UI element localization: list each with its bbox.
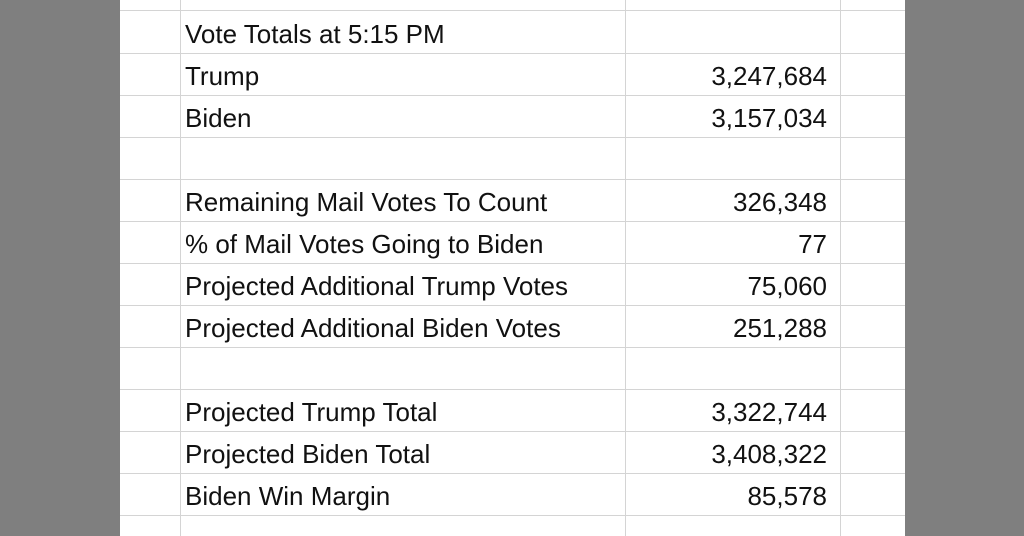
cell-value[interactable]: 326,348	[733, 187, 827, 217]
cell-value[interactable]: 3,322,744	[711, 397, 827, 427]
cell-value[interactable]: 75,060	[747, 271, 827, 301]
cell-label[interactable]: Projected Additional Trump Votes	[185, 271, 569, 301]
cell-label[interactable]: Biden	[185, 103, 252, 133]
column-gridline	[625, 0, 626, 536]
row-remaining-mail-votes[interactable]: Remaining Mail Votes To Count 326,348	[120, 180, 905, 222]
row-empty[interactable]	[120, 348, 905, 390]
row-vote-totals-header[interactable]: Vote Totals at 5:15 PM	[120, 12, 905, 54]
row-biden[interactable]: Biden 3,157,034	[120, 96, 905, 138]
cell-label[interactable]: Projected Trump Total	[185, 397, 438, 427]
cell-value[interactable]: 3,408,322	[711, 439, 827, 469]
row-trump[interactable]: Trump 3,247,684	[120, 54, 905, 96]
row-percent-mail-biden[interactable]: % of Mail Votes Going to Biden 77	[120, 222, 905, 264]
row-biden-win-margin[interactable]: Biden Win Margin 85,578	[120, 474, 905, 516]
cell-value[interactable]: 3,247,684	[711, 61, 827, 91]
cell-label[interactable]: Projected Biden Total	[185, 439, 431, 469]
row-projected-biden-total[interactable]: Projected Biden Total 3,408,322	[120, 432, 905, 474]
cell-value[interactable]: 251,288	[733, 313, 827, 343]
row-projected-additional-biden[interactable]: Projected Additional Biden Votes 251,288	[120, 306, 905, 348]
column-gridline	[180, 0, 181, 536]
column-gridline	[840, 0, 841, 536]
cell-label[interactable]: Vote Totals at 5:15 PM	[185, 19, 445, 49]
row-empty-partial[interactable]	[120, 516, 905, 536]
cell-label[interactable]: Remaining Mail Votes To Count	[185, 187, 548, 217]
cell-label[interactable]: Trump	[185, 61, 260, 91]
row-top-partial	[120, 0, 905, 11]
row-projected-trump-total[interactable]: Projected Trump Total 3,322,744	[120, 390, 905, 432]
cell-value[interactable]: 85,578	[747, 481, 827, 511]
cell-value[interactable]: 3,157,034	[711, 103, 827, 133]
row-projected-additional-trump[interactable]: Projected Additional Trump Votes 75,060	[120, 264, 905, 306]
spreadsheet: Vote Totals at 5:15 PM Trump 3,247,684 B…	[120, 0, 905, 536]
cell-value[interactable]: 77	[798, 229, 827, 259]
row-empty[interactable]	[120, 138, 905, 180]
cell-label[interactable]: % of Mail Votes Going to Biden	[185, 229, 544, 259]
cell-label[interactable]: Projected Additional Biden Votes	[185, 313, 561, 343]
cell-label[interactable]: Biden Win Margin	[185, 481, 391, 511]
